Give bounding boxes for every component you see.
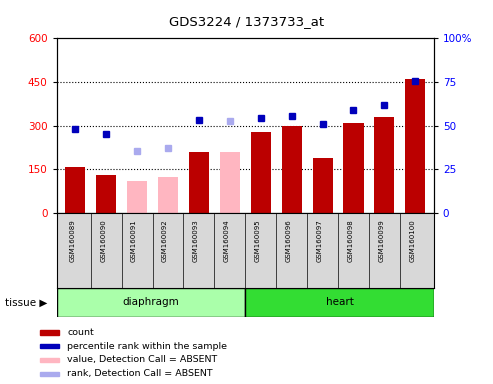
- Text: rank, Detection Call = ABSENT: rank, Detection Call = ABSENT: [68, 369, 213, 378]
- Text: diaphragm: diaphragm: [123, 297, 179, 308]
- Bar: [313, 158, 333, 213]
- Bar: [40, 358, 59, 362]
- Text: GSM160091: GSM160091: [131, 219, 137, 262]
- Text: GSM160100: GSM160100: [409, 219, 415, 262]
- Bar: [158, 177, 178, 213]
- Text: percentile rank within the sample: percentile rank within the sample: [68, 342, 227, 351]
- Text: GSM160090: GSM160090: [100, 219, 106, 262]
- Bar: [40, 344, 59, 348]
- Bar: [220, 152, 240, 213]
- Text: heart: heart: [325, 297, 353, 308]
- Bar: [282, 126, 302, 213]
- Bar: [344, 123, 363, 213]
- Bar: [40, 331, 59, 334]
- Text: GSM160097: GSM160097: [317, 219, 322, 262]
- Bar: [65, 167, 85, 213]
- Text: GSM160094: GSM160094: [224, 219, 230, 262]
- Bar: [127, 181, 147, 213]
- Bar: [374, 117, 394, 213]
- Text: count: count: [68, 328, 94, 337]
- Text: GSM160099: GSM160099: [379, 219, 385, 262]
- Text: GSM160092: GSM160092: [162, 219, 168, 262]
- Bar: [405, 79, 425, 213]
- Bar: [189, 152, 209, 213]
- Bar: [96, 175, 116, 213]
- Text: value, Detection Call = ABSENT: value, Detection Call = ABSENT: [68, 356, 218, 364]
- Text: GSM160095: GSM160095: [255, 219, 261, 262]
- Text: tissue ▶: tissue ▶: [5, 297, 47, 308]
- Text: GSM160098: GSM160098: [348, 219, 353, 262]
- Text: GDS3224 / 1373733_at: GDS3224 / 1373733_at: [169, 15, 324, 28]
- Text: GSM160093: GSM160093: [193, 219, 199, 262]
- Bar: [245, 288, 434, 317]
- Bar: [57, 288, 245, 317]
- Text: GSM160096: GSM160096: [285, 219, 292, 262]
- Bar: [40, 372, 59, 376]
- Bar: [250, 132, 271, 213]
- Text: GSM160089: GSM160089: [69, 219, 75, 262]
